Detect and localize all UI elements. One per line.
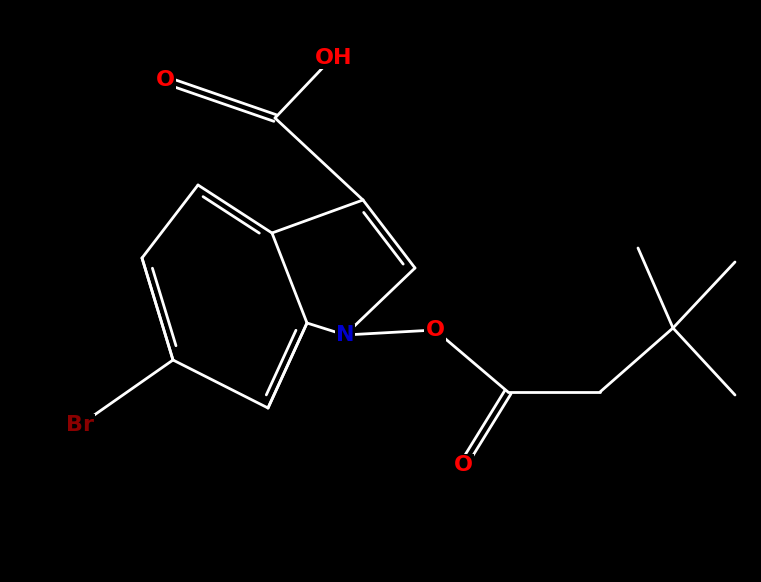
Text: N: N xyxy=(336,325,355,345)
Text: OH: OH xyxy=(315,48,353,68)
Text: O: O xyxy=(155,70,174,90)
Text: Br: Br xyxy=(66,415,94,435)
Text: O: O xyxy=(454,455,473,475)
Text: O: O xyxy=(425,320,444,340)
